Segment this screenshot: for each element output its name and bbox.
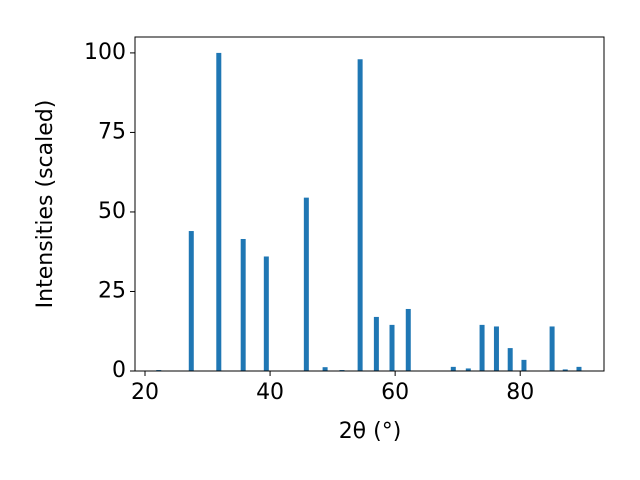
bar [357,59,363,372]
bar [450,366,456,371]
plot-frame [134,36,605,372]
bar [507,348,513,371]
x-tick-label: 80 [506,380,534,405]
bar [216,52,222,372]
y-tick-label: 100 [84,40,126,65]
y-tick-label: 50 [98,199,126,224]
bar [263,256,269,371]
bar [303,197,309,371]
bar [373,316,379,371]
bar [479,324,485,371]
y-tick-label: 75 [98,119,126,144]
y-tick-label: 0 [112,358,126,383]
bar [465,368,471,371]
x-tick-label: 20 [131,380,159,405]
x-tick-label: 40 [256,380,284,405]
bar [521,359,527,371]
bar [549,326,555,371]
bar [240,238,246,371]
bar [322,367,328,371]
x-axis-label: 2θ (°) [339,419,402,444]
y-axis-label: Intensities (scaled) [33,100,58,309]
bar [493,326,499,371]
bar [576,366,582,371]
bar [405,308,411,371]
y-tick-label: 25 [98,278,126,303]
bar [188,231,194,371]
x-tick-label: 60 [381,380,409,405]
bar [562,369,568,371]
bar [389,324,395,371]
